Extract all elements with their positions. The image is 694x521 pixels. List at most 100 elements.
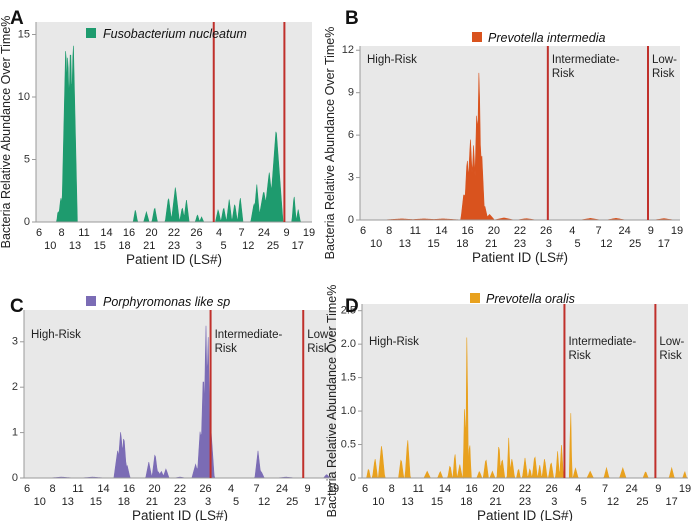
region-label-line: Risk	[307, 343, 330, 355]
region-label-2: Intermediate- Risk	[215, 329, 283, 355]
x-tick-label: 26	[199, 483, 211, 495]
y-tick-label: 9	[348, 87, 354, 99]
x-tick-label: 22	[519, 483, 531, 495]
y-tick-label: 5	[24, 153, 30, 165]
x-tick-label: 22	[168, 227, 180, 239]
x-tick-label: 8	[58, 227, 64, 239]
region-label-line: Risk	[552, 68, 575, 80]
x-tick-label: 23	[168, 240, 180, 252]
x-tick-label: 14	[100, 227, 112, 239]
x-tick-label: 25	[267, 240, 279, 252]
y-tick-label: 1.5	[341, 372, 356, 384]
x-tick-label: 9	[648, 225, 654, 237]
x-tick-label: 8	[49, 483, 55, 495]
y-tick-label: 12	[342, 44, 354, 56]
region-label-line: Intermediate-	[568, 336, 636, 348]
x-tick-label: 16	[466, 483, 478, 495]
x-tick-label: 22	[174, 483, 186, 495]
x-tick-label: 11	[72, 483, 83, 495]
plot-area	[362, 304, 688, 478]
x-tick-label: 23	[174, 496, 186, 508]
x-tick-label: 24	[626, 483, 638, 495]
x-tick-label: 26	[540, 225, 552, 237]
x-tick-label: 15	[431, 496, 443, 508]
x-tick-label: 10	[372, 496, 384, 508]
region-label-line: Low-	[659, 336, 684, 348]
region-label-2: Intermediate- Risk	[568, 336, 636, 362]
x-tick-label: 13	[69, 240, 81, 252]
x-tick-label: 4	[569, 225, 575, 237]
region-label-line: Risk	[659, 350, 682, 362]
x-tick-label: 6	[24, 483, 30, 495]
y-tick-label: 1.0	[341, 405, 356, 417]
x-tick-label: 7	[602, 483, 608, 495]
x-tick-label: 13	[402, 496, 414, 508]
y-tick-label: 0	[12, 472, 18, 484]
x-tick-label: 9	[304, 483, 310, 495]
x-tick-label: 5	[233, 496, 239, 508]
x-tick-label: 15	[428, 238, 440, 250]
legend-swatch	[470, 293, 480, 303]
x-tick-label: 15	[90, 496, 102, 508]
x-tick-label: 18	[118, 240, 130, 252]
x-tick-label: 17	[666, 496, 678, 508]
chart-panel-a: 0 5 10 15 6 8 11 14 16 20 22 26 4 7 24 9 19 10 13 15 18 21 23 3…	[0, 8, 315, 267]
region-label-1: High-Risk	[369, 336, 419, 348]
region-label-1: High-Risk	[31, 329, 81, 341]
x-tick-label: 7	[253, 483, 259, 495]
x-tick-label: 26	[190, 227, 202, 239]
x-axis-title: Patient ID (LS#)	[472, 250, 568, 265]
x-tick-label: 11	[410, 225, 421, 237]
y-axis-title: Bacteria Relative Abundance Over Time%	[0, 288, 1, 521]
x-tick-label: 10	[370, 238, 382, 250]
plot-area	[36, 22, 312, 222]
x-tick-label: 6	[362, 483, 368, 495]
x-tick-label: 4	[575, 483, 581, 495]
panel-letter: C	[10, 296, 24, 317]
x-tick-label: 19	[679, 483, 691, 495]
x-tick-label: 6	[360, 225, 366, 237]
y-tick-label: 0	[348, 214, 354, 226]
x-tick-label: 5	[575, 238, 581, 250]
region-label-3: Low- Risk	[307, 329, 332, 355]
plot-area	[360, 46, 680, 220]
x-tick-label: 21	[143, 240, 155, 252]
x-tick-label: 26	[546, 483, 558, 495]
y-axis-title: Bacteria Relative Abundance Over Time%	[0, 16, 13, 249]
x-tick-label: 20	[488, 225, 500, 237]
x-tick-label: 14	[439, 483, 451, 495]
x-tick-label: 17	[658, 238, 670, 250]
x-tick-label: 25	[629, 238, 641, 250]
y-tick-label: 15	[18, 28, 30, 40]
x-tick-label: 6	[36, 227, 42, 239]
x-tick-label: 9	[655, 483, 661, 495]
x-tick-label: 14	[435, 225, 447, 237]
region-label-line: Risk	[652, 68, 675, 80]
x-tick-label: 18	[460, 496, 472, 508]
x-tick-label: 10	[34, 496, 46, 508]
y-axis-title: Bacteria Relative Abundance Over Time%	[323, 27, 337, 260]
x-tick-label: 16	[123, 483, 135, 495]
x-tick-label: 18	[118, 496, 130, 508]
region-label-line: Intermediate-	[552, 54, 620, 66]
legend-swatch	[86, 296, 96, 306]
x-tick-label: 10	[44, 240, 56, 252]
x-tick-label: 4	[216, 227, 222, 239]
x-tick-label: 13	[62, 496, 74, 508]
legend-label: Prevotella oralis	[486, 292, 575, 306]
x-tick-label: 11	[78, 227, 89, 239]
region-label-line: Risk	[215, 343, 238, 355]
x-tick-label: 8	[386, 225, 392, 237]
x-tick-label: 24	[619, 225, 631, 237]
legend-label: Fusobacterium nucleatum	[103, 27, 247, 41]
x-tick-label: 22	[514, 225, 526, 237]
x-tick-label: 21	[485, 238, 497, 250]
x-tick-label: 18	[456, 238, 468, 250]
x-tick-label: 9	[283, 227, 289, 239]
region-label-2: Intermediate- Risk	[552, 54, 620, 80]
x-axis-title: Patient ID (LS#)	[132, 508, 228, 521]
x-tick-label: 24	[276, 483, 288, 495]
y-tick-label: 10	[18, 91, 30, 103]
x-tick-label: 12	[607, 496, 619, 508]
